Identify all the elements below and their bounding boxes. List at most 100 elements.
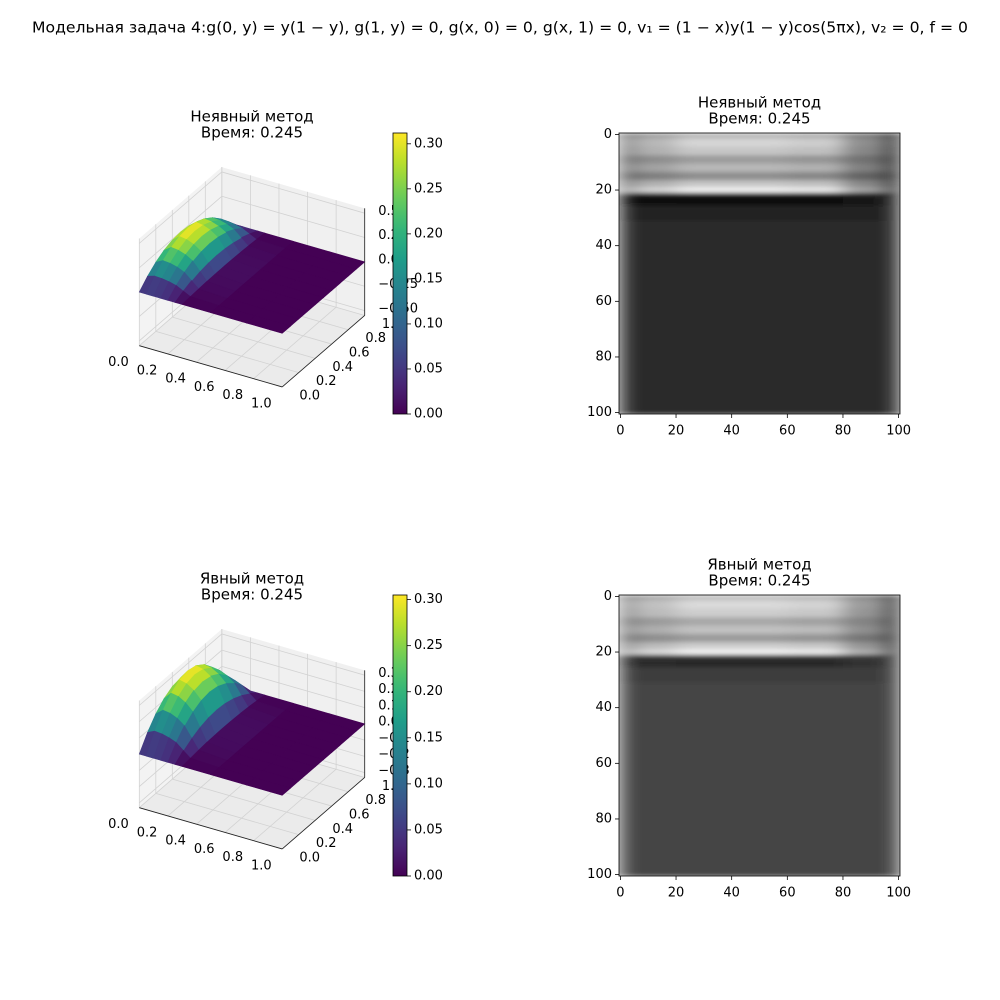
heatmap-cell (634, 660, 677, 668)
heatmap-cell (842, 192, 886, 199)
heatmap-cell (634, 220, 677, 268)
heatmap-cell (884, 667, 900, 684)
colorbar-tick-label: 0.00 (414, 407, 443, 422)
heatmap-cell (731, 654, 788, 661)
heatmap-cell (787, 633, 844, 643)
heatmap-cell (676, 356, 733, 414)
axis-line (281, 315, 365, 388)
heatmap-cell (787, 187, 844, 194)
y-tick-label: 80 (595, 349, 612, 364)
subplot-subtitle: Время: 0.245 (201, 586, 303, 604)
heatmap-cell (731, 728, 788, 820)
heatmap-cell (676, 600, 733, 610)
heatmap-cell (619, 617, 635, 627)
y-tick-label: 0.8 (365, 331, 386, 346)
grid-line (221, 649, 365, 692)
heatmap-cell (842, 608, 886, 618)
heatmap-cell (884, 187, 900, 194)
heatmap-cell (884, 649, 900, 656)
heatmap-cell (619, 682, 635, 730)
subplot-subtitle: Время: 0.245 (201, 124, 303, 142)
heatmap-cell (884, 728, 900, 820)
heatmap-cell (842, 633, 886, 643)
subplot-title: Явный метод (707, 556, 811, 574)
heatmap-cell (884, 682, 900, 730)
heatmap-cell (634, 146, 677, 156)
heatmap-cell (787, 818, 844, 876)
surface-face (245, 777, 292, 796)
heatmap-cell (619, 171, 635, 181)
heatmap-cell (634, 180, 677, 188)
heatmap-cell (731, 192, 788, 199)
heatmap-cell (787, 171, 844, 181)
heatmap-cell (634, 192, 677, 199)
colorbar-tick-label: 0.10 (414, 776, 443, 791)
heatmap-cell (676, 187, 733, 194)
heatmap-cell (884, 138, 900, 148)
heatmap-cell (842, 660, 886, 668)
y-tick-label: 0 (604, 127, 612, 142)
heatmap-cell (634, 266, 677, 358)
heatmap-cell (731, 198, 788, 206)
heatmap-cell (676, 163, 733, 173)
heatmap-cell (619, 818, 635, 876)
x-tick-label: 20 (668, 424, 685, 439)
x-tick-label: 20 (668, 886, 685, 901)
heatmap-cell (884, 146, 900, 156)
heatmap-cell (884, 205, 900, 222)
grid-line (172, 316, 316, 359)
heatmap-cell (842, 171, 886, 181)
x-tick-label: 80 (835, 886, 852, 901)
x-tick-label: 80 (835, 424, 852, 439)
heatmap-cell (634, 205, 677, 222)
y-tick-label: 60 (595, 756, 612, 771)
y-tick-label: 0.8 (365, 793, 386, 808)
heatmap-cell (634, 625, 677, 635)
heatmap-cell (842, 163, 886, 173)
heatmap-cell (619, 163, 635, 173)
y-tick-label: 60 (595, 294, 612, 309)
heatmap-cell (676, 654, 733, 661)
heatmap-cell (842, 649, 886, 656)
heatmap-cell (842, 617, 886, 627)
y-tick-label: 0.6 (349, 346, 370, 361)
heatmap-cell (731, 180, 788, 188)
heatmap-cell (842, 205, 886, 222)
image-clip (619, 595, 900, 876)
heatmap-cell (634, 728, 677, 820)
heatmap-cell (619, 654, 635, 661)
heatmap-cell (634, 171, 677, 181)
grid-line (172, 778, 316, 821)
heatmap-cell (676, 818, 733, 876)
grid-line (221, 195, 365, 238)
heatmap-cell (842, 155, 886, 165)
surface-face (245, 315, 292, 334)
heatmap-cell (619, 192, 635, 199)
heatmap-cell (787, 266, 844, 358)
heatmap-cell (842, 266, 886, 358)
x-tick-label: 0.8 (222, 388, 243, 403)
grid-line (253, 768, 337, 841)
image (619, 595, 900, 876)
heatmap-cell (731, 138, 788, 148)
image (619, 133, 900, 414)
heatmap-cell (787, 205, 844, 222)
heatmap-cell (842, 682, 886, 730)
heatmap-cell (787, 728, 844, 820)
colorbar (392, 132, 408, 415)
heatmap-cell (787, 649, 844, 656)
heatmap-cell (619, 155, 635, 165)
heatmap-cell (842, 180, 886, 188)
heatmap-cell (634, 595, 677, 602)
heatmap-cell (787, 608, 844, 618)
heatmap-cell (842, 728, 886, 820)
colorbar-tick-label: 0.20 (414, 684, 443, 699)
x-tick-label: 0.8 (222, 850, 243, 865)
heatmap-cell (676, 728, 733, 820)
grid-line (155, 331, 299, 374)
heatmap-cell (842, 642, 886, 650)
heatmap-cell (634, 682, 677, 730)
heatmap-cell (619, 600, 635, 610)
heatmap-cell (731, 220, 788, 268)
